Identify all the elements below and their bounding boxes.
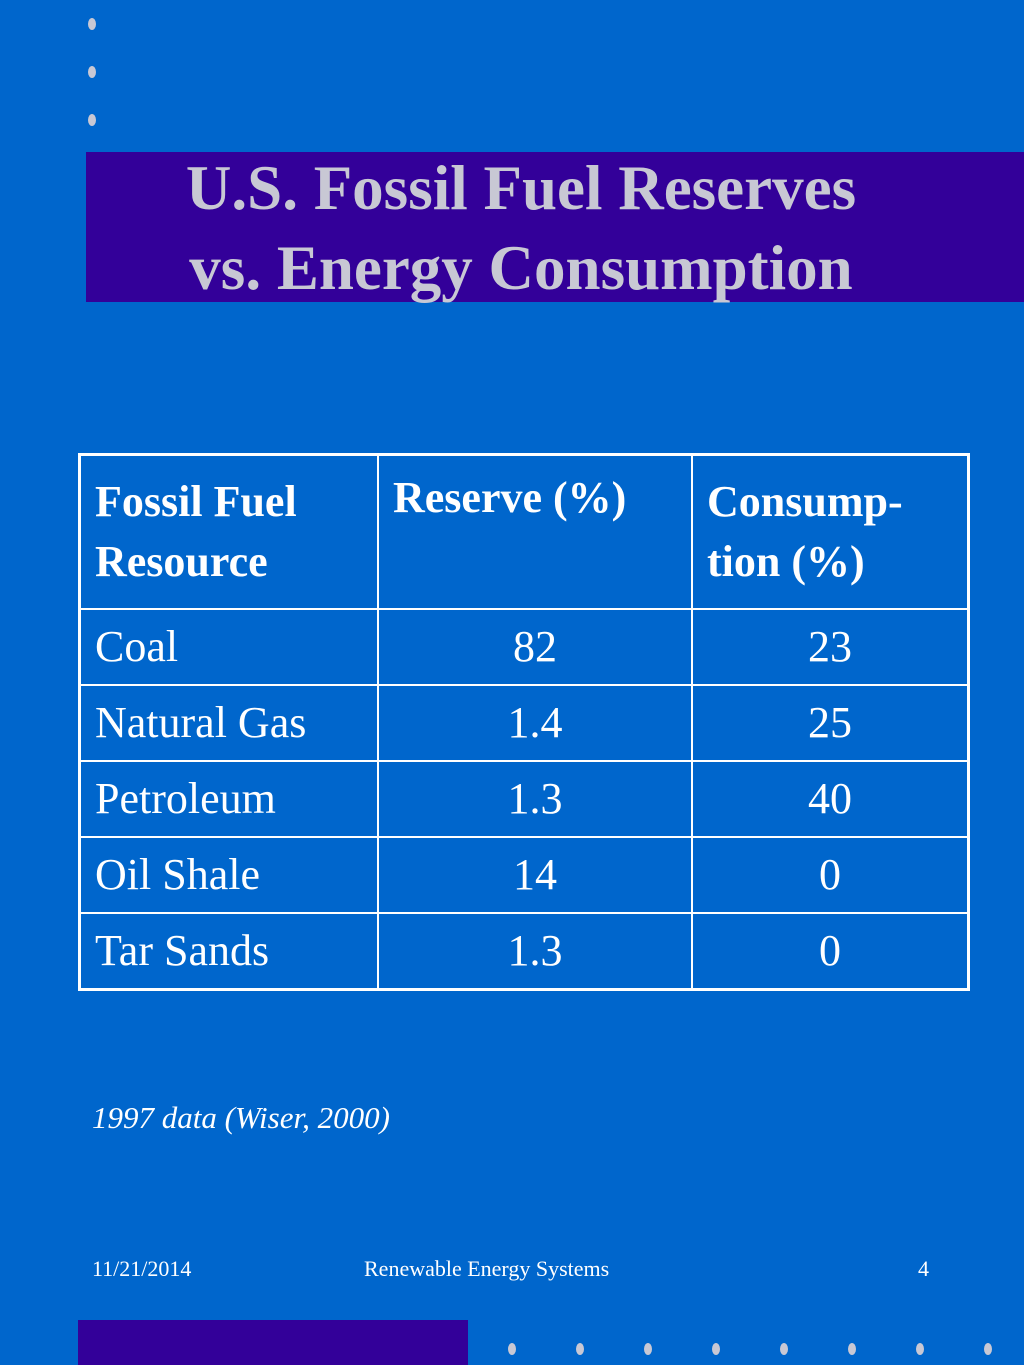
title-band [86,152,1024,302]
footer-date: 11/21/2014 [92,1256,192,1281]
bottom-bullet-dots [508,1343,1008,1357]
bullet-dot-icon [88,18,96,30]
header-consumption-line-2: tion (%) [707,537,865,586]
header-resource: Fossil Fuel Resource [78,453,379,610]
cell-reserve: 82 [377,608,693,686]
footer-title: Renewable Energy Systems [364,1256,610,1281]
cell-consumption: 0 [691,836,970,914]
cell-resource: Petroleum [78,760,379,838]
footer-page-number: 4 [918,1256,929,1281]
fossil-fuel-table: Fossil Fuel Resource Reserve (%) Consump… [78,453,970,991]
cell-consumption: 40 [691,760,970,838]
header-resource-line-2: Resource [95,537,268,586]
bullet-dot-icon [576,1343,584,1355]
header-reserve-label: Reserve (%) [393,473,627,522]
cell-resource: Oil Shale [78,836,379,914]
title-line-2: vs. Energy Consumption [189,233,853,303]
bullet-dot-icon [848,1343,856,1355]
bullet-dot-icon [712,1343,720,1355]
bullet-dot-icon [644,1343,652,1355]
title-line-1: U.S. Fossil Fuel Reserves [185,153,857,223]
table-row: Petroleum 1.3 40 [78,760,970,838]
cell-reserve: 1.3 [377,912,693,991]
bullet-dot-icon [780,1343,788,1355]
header-resource-line-1: Fossil Fuel [95,477,297,526]
bullet-dot-icon [88,66,96,78]
cell-reserve: 14 [377,836,693,914]
header-consumption-line-1: Consump- [707,477,903,526]
header-reserve: Reserve (%) [377,453,693,610]
bullet-dot-icon [508,1343,516,1355]
slide-title: U.S. Fossil Fuel Reserves vs. Energy Con… [86,148,956,308]
bullet-dot-icon [88,114,96,126]
table-row: Natural Gas 1.4 25 [78,684,970,762]
table-row: Coal 82 23 [78,608,970,686]
bottom-accent-bar [78,1320,468,1365]
table-row: Tar Sands 1.3 0 [78,912,970,991]
header-consumption: Consump- tion (%) [691,453,970,610]
table-header-row: Fossil Fuel Resource Reserve (%) Consump… [78,453,970,610]
cell-reserve: 1.3 [377,760,693,838]
cell-reserve: 1.4 [377,684,693,762]
cell-resource: Tar Sands [78,912,379,991]
cell-consumption: 0 [691,912,970,991]
source-note: 1997 data (Wiser, 2000) [92,1100,390,1135]
top-bullet-dots [88,18,102,162]
cell-resource: Natural Gas [78,684,379,762]
bullet-dot-icon [984,1343,992,1355]
bullet-dot-icon [916,1343,924,1355]
cell-resource: Coal [78,608,379,686]
cell-consumption: 25 [691,684,970,762]
table-row: Oil Shale 14 0 [78,836,970,914]
cell-consumption: 23 [691,608,970,686]
